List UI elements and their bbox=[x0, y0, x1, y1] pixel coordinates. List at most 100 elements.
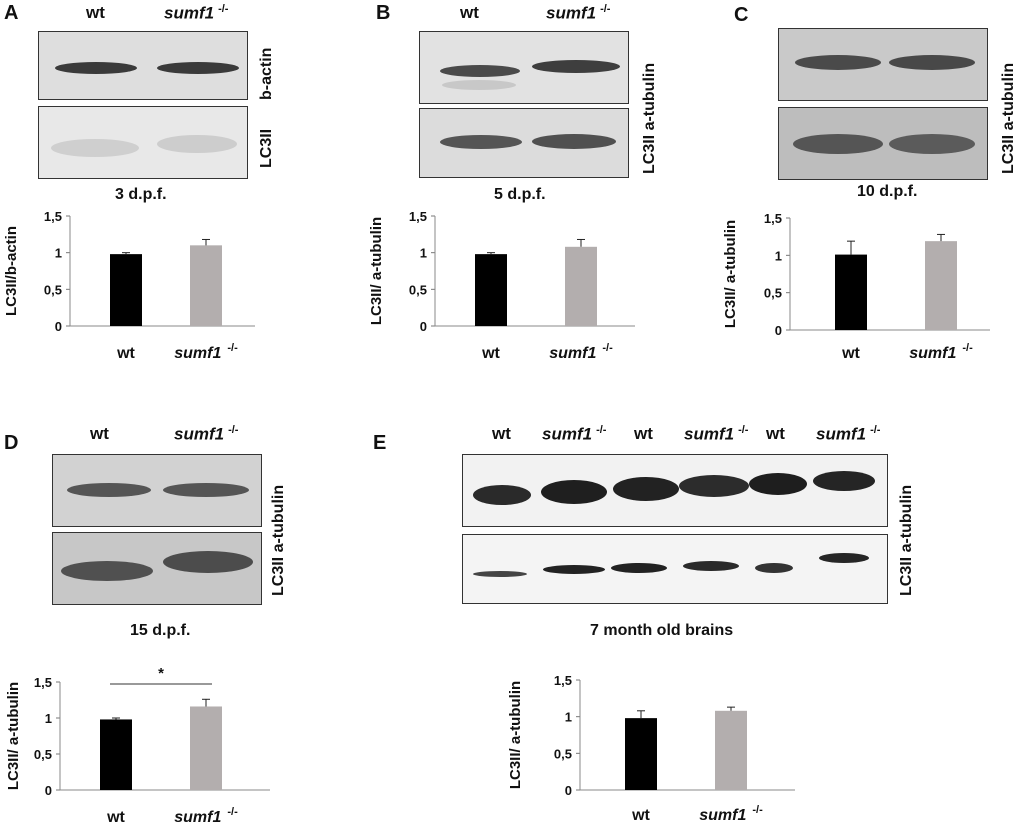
y-tick-label: 0,5 bbox=[554, 746, 572, 761]
y-tick-label: 0 bbox=[775, 323, 782, 338]
lane-label-sumf1: sumf1 -/- bbox=[164, 3, 229, 23]
band bbox=[67, 483, 151, 497]
panel-letter-a: A bbox=[4, 2, 19, 24]
band bbox=[163, 483, 249, 497]
band bbox=[795, 55, 881, 70]
band bbox=[749, 473, 807, 495]
y-tick-label: 1 bbox=[55, 246, 62, 261]
y-axis-label: LC3II/ a-tubulin bbox=[368, 217, 385, 325]
y-tick-label: 1 bbox=[565, 710, 572, 725]
y-axis-label: LC3II/ a-tubulin bbox=[5, 682, 22, 790]
bar-wt bbox=[475, 254, 507, 326]
blot-label-e: LC3II a-tubulin bbox=[898, 484, 915, 596]
y-tick-label: 1,5 bbox=[764, 211, 782, 226]
bar-chart-b: 0 0,5 1 1,5 LC3II/ a-tubulin wt sumf1 -/- bbox=[368, 209, 635, 362]
blot-lc3ii bbox=[462, 534, 888, 604]
y-tick-label: 1,5 bbox=[554, 673, 572, 688]
y-tick-label: 1 bbox=[45, 711, 52, 726]
y-tick-label: 1,5 bbox=[34, 675, 52, 690]
y-tick-label: 0,5 bbox=[44, 282, 62, 297]
bar-sumf1 bbox=[565, 246, 597, 326]
band bbox=[473, 485, 531, 505]
lane-label-wt: wt bbox=[492, 424, 511, 443]
caption-7-month-old-brains: 7 month old brains bbox=[590, 622, 734, 639]
x-tick-label: sumf1 -/- bbox=[174, 342, 238, 362]
y-tick-label: 0,5 bbox=[34, 747, 52, 762]
band bbox=[61, 561, 153, 581]
band bbox=[442, 80, 516, 90]
bar-chart-d: 0 0,5 1 1,5 LC3II/ a-tubulin wt sumf1 -/- * bbox=[5, 665, 270, 826]
band bbox=[819, 553, 869, 563]
bar-wt bbox=[835, 254, 867, 330]
blot-lc3ii bbox=[52, 532, 262, 605]
blot-a-tubulin bbox=[778, 28, 988, 101]
y-tick-label: 1,5 bbox=[44, 209, 62, 224]
lane-label-wt: wt bbox=[460, 3, 479, 22]
band bbox=[532, 134, 616, 149]
band bbox=[683, 561, 739, 571]
lane-label-sumf1: sumf1 -/- bbox=[542, 424, 607, 444]
bar-chart-e: 0 0,5 1 1,5 LC3II/ a-tubulin wt sumf1 -/- bbox=[507, 673, 795, 824]
lane-label-sumf1: sumf1 -/- bbox=[174, 424, 239, 444]
band bbox=[793, 134, 883, 154]
lane-label-sumf1: sumf1 -/- bbox=[546, 3, 611, 23]
blot-b-actin bbox=[38, 31, 248, 100]
lane-label-wt: wt bbox=[766, 424, 785, 443]
y-axis-label: LC3II/ a-tubulin bbox=[507, 681, 524, 789]
bar-wt bbox=[100, 719, 132, 790]
lane-label-sumf1: sumf1 -/- bbox=[684, 424, 749, 444]
band bbox=[889, 134, 975, 154]
y-tick-label: 0,5 bbox=[764, 286, 782, 301]
y-tick-label: 1 bbox=[420, 246, 427, 261]
band bbox=[611, 563, 667, 573]
band bbox=[755, 563, 793, 573]
x-tick-label: wt bbox=[631, 807, 650, 824]
lane-label-wt: wt bbox=[86, 3, 105, 22]
band bbox=[532, 60, 620, 73]
blot-label-lc3ii: LC3II bbox=[258, 128, 275, 168]
panel-letter-d: D bbox=[4, 432, 19, 454]
band bbox=[541, 480, 607, 504]
band bbox=[889, 55, 975, 70]
band bbox=[679, 475, 749, 497]
blot-lc3ii bbox=[778, 107, 988, 180]
band bbox=[55, 62, 137, 74]
caption-3dpf: 3 d.p.f. bbox=[115, 186, 167, 203]
band bbox=[51, 139, 139, 157]
bar-wt bbox=[110, 254, 142, 326]
y-axis-label: LC3II/ a-tubulin bbox=[722, 220, 739, 328]
bar-chart-c: 0 0,5 1 1,5 LC3II/ a-tubulin wt sumf1 -/- bbox=[722, 211, 990, 362]
x-tick-label: wt bbox=[841, 345, 860, 362]
bar-sumf1 bbox=[925, 241, 957, 330]
panel-letter-e: E bbox=[373, 432, 387, 454]
lane-label-sumf1: sumf1 -/- bbox=[816, 424, 881, 444]
x-tick-label: sumf1 -/- bbox=[549, 342, 613, 362]
band bbox=[440, 65, 520, 77]
band bbox=[613, 477, 679, 501]
bar-wt bbox=[625, 718, 657, 790]
band bbox=[163, 551, 253, 573]
y-tick-label: 0 bbox=[45, 783, 52, 798]
blot-label-d: LC3II a-tubulin bbox=[270, 484, 287, 596]
x-tick-label: sumf1 -/- bbox=[699, 804, 763, 824]
bar-sumf1 bbox=[190, 245, 222, 326]
lane-label-wt: wt bbox=[634, 424, 653, 443]
blot-label-b-actin: b-actin bbox=[258, 47, 275, 100]
x-tick-label: sumf1 -/- bbox=[174, 806, 238, 826]
band bbox=[543, 565, 605, 574]
caption-15dpf: 15 d.p.f. bbox=[130, 622, 191, 639]
band bbox=[440, 135, 522, 149]
bar-sumf1 bbox=[190, 706, 222, 790]
y-tick-label: 1,5 bbox=[409, 209, 427, 224]
panel-letter-b: B bbox=[376, 2, 391, 24]
caption-5dpf: 5 d.p.f. bbox=[494, 186, 546, 203]
x-tick-label: wt bbox=[116, 345, 135, 362]
caption-10dpf: 10 d.p.f. bbox=[857, 183, 918, 200]
y-tick-label: 1 bbox=[775, 248, 782, 263]
band bbox=[157, 135, 237, 153]
blot-lc3ii bbox=[419, 108, 629, 178]
y-tick-label: 0 bbox=[565, 783, 572, 798]
band bbox=[157, 62, 239, 74]
band bbox=[473, 571, 527, 577]
lane-label-wt: wt bbox=[90, 424, 109, 443]
